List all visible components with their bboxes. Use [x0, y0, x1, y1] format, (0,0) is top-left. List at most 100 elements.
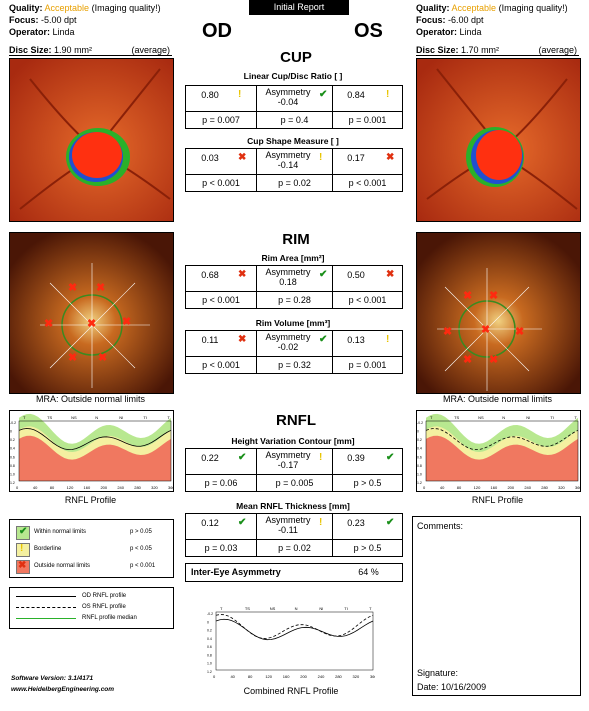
- od-p-value: p < 0.001: [202, 178, 240, 188]
- od-value: 0.22: [201, 453, 219, 463]
- outside-band: [19, 435, 171, 481]
- asymmetry-label: Asymmetry: [265, 515, 311, 525]
- combined-caption: Combined RNFL Profile: [243, 686, 339, 696]
- date-label: Date:: [417, 682, 439, 692]
- asymmetry-value: -0.11: [278, 525, 298, 535]
- exclamation-icon: !: [20, 543, 24, 554]
- y-tick-label: 0.4: [207, 637, 212, 641]
- x-tick-label: 200: [100, 485, 107, 490]
- metric-title: Cup Shape Measure [ ]: [247, 136, 339, 146]
- asymmetry-label: Asymmetry: [265, 332, 311, 342]
- y-tick-label: 0.6: [10, 455, 15, 459]
- x-tick-label: 160: [283, 674, 290, 679]
- sector-label: N: [295, 606, 298, 611]
- profile-line: [425, 428, 579, 451]
- os-focus-label: Focus:: [416, 15, 446, 25]
- asymmetry-p-value: p = 0.32: [278, 360, 311, 370]
- svg-text:✖: ✖: [98, 352, 107, 364]
- svg-text:✖: ✖: [443, 326, 452, 338]
- od-value: 0.68: [201, 270, 219, 280]
- comments-label: Comments:: [417, 521, 464, 531]
- divider: [186, 356, 402, 357]
- sector-label: T: [23, 415, 26, 420]
- metric-box: 0.80! Asymmetry -0.04 ✔ 0.84! p = 0.007 p = 0.…: [185, 85, 403, 129]
- os-operator-label: Operator:: [416, 27, 458, 37]
- od-quality-value: Acceptable: [44, 3, 90, 13]
- os-header: Quality: Acceptable (Imaging quality!) F…: [416, 2, 568, 38]
- x-tick-label: 280: [134, 485, 141, 490]
- x-tick-label: 200: [300, 674, 307, 679]
- x-tick-label: 40: [440, 485, 445, 490]
- od-p-value: p = 0.06: [204, 478, 238, 488]
- bad-icon: ✖: [238, 152, 247, 163]
- divider: [186, 474, 402, 475]
- sector-label: T: [167, 415, 170, 420]
- bad-icon: ✖: [238, 269, 247, 280]
- ok-icon: ✔: [319, 89, 328, 100]
- asymmetry-p-value: p = 0.28: [278, 295, 311, 305]
- divider: [256, 266, 257, 308]
- y-tick-label: 1.2: [10, 481, 15, 485]
- x-tick-label: 200: [507, 485, 514, 490]
- od-p-value: p = 0.007: [202, 115, 240, 125]
- os-disc-size: Disc Size: 1.70 mm² (average): [416, 45, 579, 56]
- divider: [256, 514, 257, 556]
- os-eye-label: OS: [354, 20, 383, 42]
- asymmetry-value: -0.04: [277, 97, 299, 107]
- x-tick-label: 80: [248, 674, 253, 679]
- os-cup-svg: [417, 59, 580, 221]
- line-legend: OD RNFL profile OS RNFL profile RNFL pro…: [9, 587, 174, 629]
- od-value: 0.03: [201, 153, 219, 163]
- os-value: 0.39: [347, 453, 365, 463]
- y-tick-label: -0.2: [207, 612, 213, 616]
- x-tick-label: 160: [491, 485, 498, 490]
- sector-label: T: [574, 415, 577, 420]
- warn-icon: !: [319, 452, 323, 463]
- sector-label: NI: [526, 415, 530, 420]
- metric-title: Linear Cup/Disc Ratio [ ]: [243, 71, 343, 81]
- cross-icon: ✖: [18, 560, 27, 571]
- legend-border-p: p < 0.05: [130, 546, 152, 552]
- od-focus-label: Focus:: [9, 15, 39, 25]
- inter-eye-value: 64 %: [358, 567, 379, 577]
- sector-label: T: [430, 415, 433, 420]
- od-rnfl-caption: RNFL Profile: [64, 495, 117, 505]
- sector-label: NS: [270, 606, 276, 611]
- y-tick-label: 1.2: [207, 670, 212, 674]
- warn-icon: !: [238, 89, 242, 100]
- website: www.HeidelbergEngineering.com: [11, 686, 115, 693]
- od-value: 0.11: [201, 335, 219, 345]
- od-p-value: p = 0.03: [204, 543, 238, 553]
- profile-line: [18, 428, 172, 451]
- metric-box: 0.22 ✔ Asymmetry -0.17! 0.39 ✔ p = 0.06 p = 0.0…: [185, 448, 403, 492]
- od-rnfl-svg: T TS NS N NI TI T 0 40 80 120 160 200 240 280 320 360 -0.…: [10, 413, 173, 490]
- rim-section-title: RIM: [282, 231, 310, 248]
- asymmetry-p-value: p = 0.02: [278, 178, 311, 188]
- svg-text:✖: ✖: [481, 324, 490, 336]
- od-value: 0.80: [201, 90, 219, 100]
- od-disc-size: Disc Size: 1.90 mm² (average): [9, 45, 172, 56]
- os-profile-line: [215, 614, 374, 639]
- divider: [332, 86, 333, 128]
- y-tick-label: 1.2: [417, 481, 422, 485]
- y-tick-label: -0.2: [417, 421, 423, 425]
- od-cup-image: [9, 58, 174, 222]
- metric-box: 0.12 ✔ Asymmetry -0.11! 0.23 ✔ p = 0.03 p = 0.0…: [185, 513, 403, 557]
- sector-label: T: [369, 606, 372, 611]
- y-tick-label: 0.2: [207, 629, 212, 633]
- od-line-sample: [16, 596, 76, 597]
- legend-within: Within normal limits: [34, 529, 87, 535]
- ok-icon: ✔: [238, 452, 247, 463]
- report-banner: Initial Report: [249, 0, 349, 15]
- divider: [186, 111, 402, 112]
- os-disc-note: (average): [538, 45, 577, 55]
- os-rnfl-caption: RNFL Profile: [471, 495, 524, 505]
- comments-box[interactable]: Comments: Signature: Date: 10/16/2009: [412, 516, 581, 696]
- date-value: 10/16/2009: [441, 682, 487, 692]
- asymmetry-label: Asymmetry: [265, 450, 311, 460]
- divider: [256, 149, 257, 191]
- asymmetry-label: Asymmetry: [265, 87, 311, 97]
- divider: [332, 149, 333, 191]
- x-tick-label: 320: [558, 485, 565, 490]
- od-disc-label: Disc Size:: [9, 45, 52, 55]
